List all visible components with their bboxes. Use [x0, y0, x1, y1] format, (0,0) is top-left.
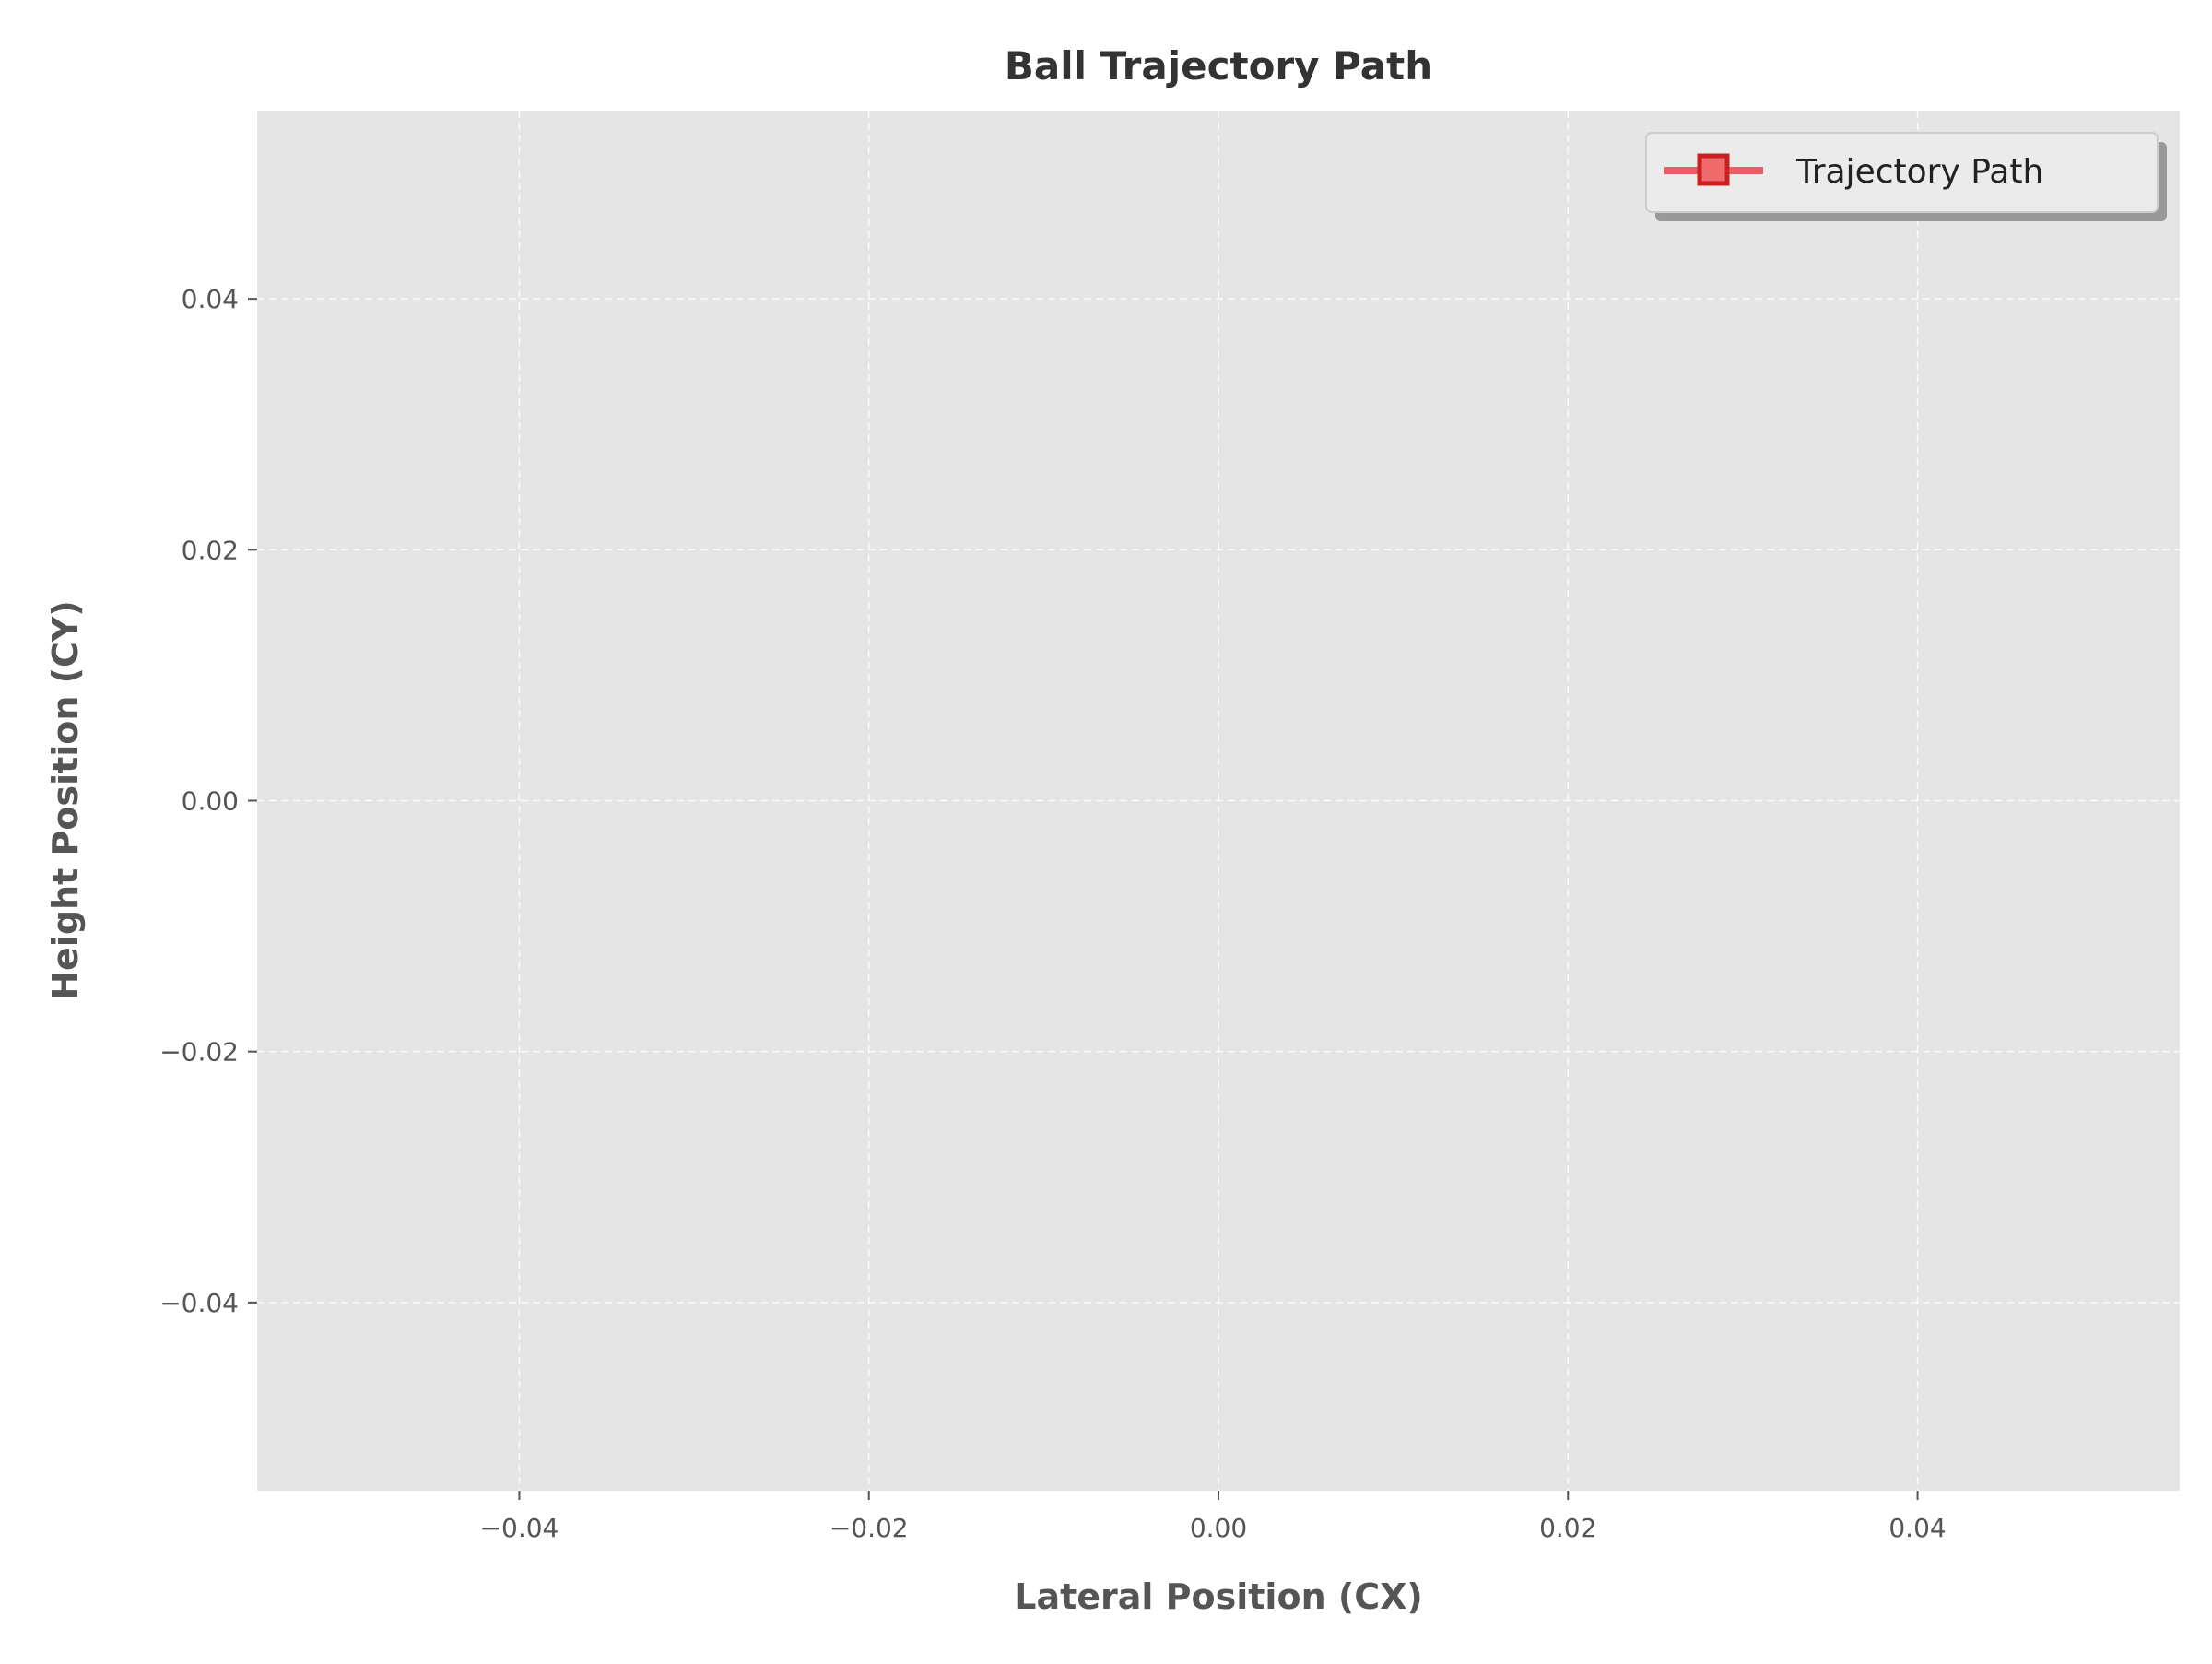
legend-square-marker-icon	[1697, 153, 1730, 186]
chart-title: Ball Trajectory Path	[1005, 43, 1432, 89]
legend-label-trajectory-path: Trajectory Path	[1795, 153, 2043, 191]
legend-box	[1645, 132, 2159, 213]
x-axis-ticks: −0.04 −0.02 0.00 0.02 0.04	[480, 1491, 1947, 1543]
y-tick-label: 0.02	[182, 535, 239, 565]
x-tick-label: −0.04	[480, 1513, 559, 1543]
x-tick-label: 0.04	[1888, 1513, 1946, 1543]
x-tick-label: 0.00	[1190, 1513, 1247, 1543]
y-tick-label: −0.04	[159, 1288, 239, 1318]
y-axis-ticks: −0.04 −0.02 0.00 0.02 0.04	[159, 284, 257, 1318]
y-tick-label: −0.02	[159, 1037, 239, 1068]
y-tick-label: 0.04	[182, 284, 239, 314]
x-tick-label: 0.02	[1539, 1513, 1596, 1543]
legend: Trajectory Path	[1645, 132, 2167, 221]
y-axis-label: Height Position (CY)	[45, 600, 86, 1000]
x-tick-label: −0.02	[830, 1513, 909, 1543]
y-tick-label: 0.00	[182, 786, 239, 817]
grid-lines	[257, 111, 2180, 1491]
x-axis-label: Lateral Position (CX)	[1014, 1576, 1423, 1617]
